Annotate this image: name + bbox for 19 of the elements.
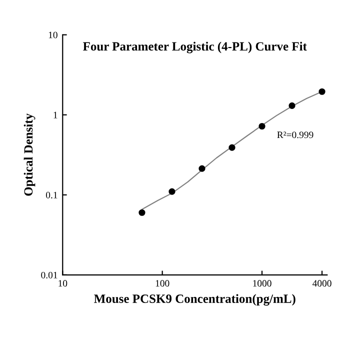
y-axis-title: Optical Density [24, 113, 36, 196]
annotation: R²=0.999 [277, 132, 314, 138]
point [288, 102, 296, 110]
y-tick-label: 0.01 [41, 272, 58, 278]
x-tick-label: 4000 [312, 280, 332, 287]
x-axis-title: Mouse PCSK9 Concentration(pg/mL) [94, 294, 296, 306]
x-tick-label: 1000 [253, 280, 272, 287]
y-tick-label: 1 [54, 112, 58, 118]
y-tick-label: 10 [48, 32, 58, 38]
point [258, 122, 266, 130]
point [228, 144, 236, 151]
point [138, 209, 146, 216]
point [318, 88, 326, 95]
point [168, 188, 176, 195]
point [198, 165, 206, 172]
x-tick-label: 10 [58, 280, 68, 287]
text: Four Parameter Logistic (4-PL) Curve Fit [83, 42, 307, 54]
y-tick-label: 0.1 [46, 192, 58, 198]
x-tick-label: 100 [156, 280, 170, 287]
